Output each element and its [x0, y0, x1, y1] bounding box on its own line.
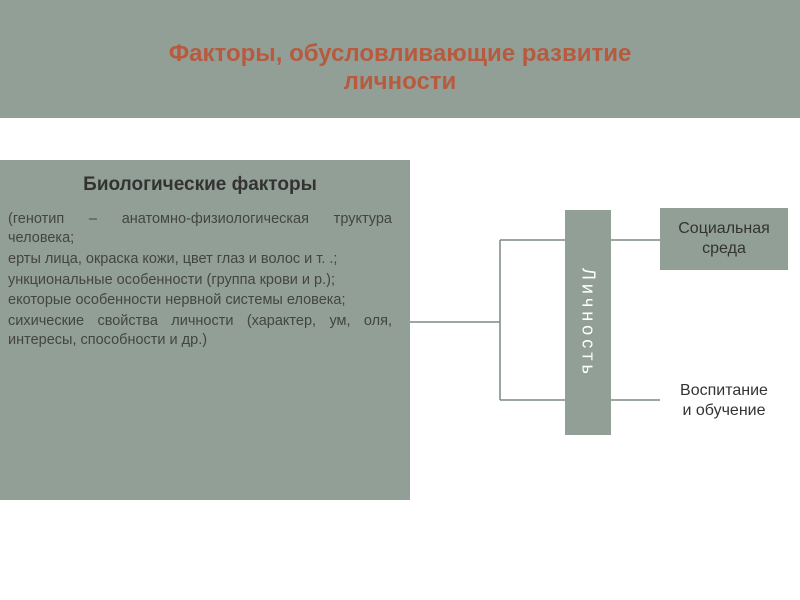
- social-environment-box: Социальная среда: [660, 208, 788, 270]
- biological-factors-item: сихические свойства личности (характер, …: [8, 312, 392, 350]
- biological-factors-title: Биологические факторы: [8, 174, 392, 196]
- personality-vertical-label: Личность: [565, 210, 611, 435]
- biological-factors-item: екоторые особенности нервной системы ело…: [8, 291, 392, 310]
- education-line1: Воспитание: [680, 381, 768, 401]
- personality-vertical-text: Личность: [578, 268, 599, 378]
- biological-factors-item: (генотип – анатомно-физиологическая трук…: [8, 210, 392, 248]
- social-line2: среда: [702, 239, 746, 259]
- biological-factors-item: ункциональные особенности (группа крови …: [8, 271, 392, 290]
- title-line1: Факторы, обусловливающие развитие: [0, 40, 800, 68]
- biological-factors-item: ерты лица, окраска кожи, цвет глаз и вол…: [8, 250, 392, 269]
- social-line1: Социальная: [678, 219, 770, 239]
- education-line2: и обучение: [683, 401, 766, 421]
- biological-factors-box: Биологические факторы (генотип – анатомн…: [0, 160, 410, 500]
- biological-factors-body: (генотип – анатомно-физиологическая трук…: [8, 210, 392, 350]
- page-title: Факторы, обусловливающие развитие личнос…: [0, 40, 800, 96]
- title-line2: личности: [0, 68, 800, 96]
- education-box: Воспитание и обучение: [660, 370, 788, 432]
